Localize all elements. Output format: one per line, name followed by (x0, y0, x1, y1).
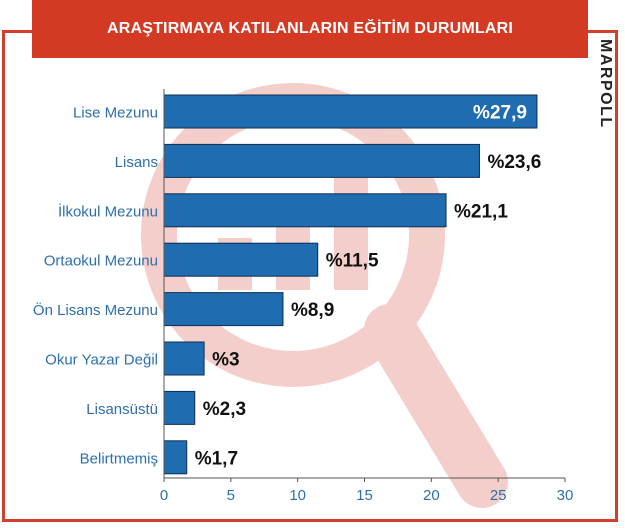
data-label: %8,9 (291, 300, 334, 321)
category-label: Okur Yazar Değil (45, 352, 158, 369)
svg-text:MARPOLL: MARPOLL (597, 39, 614, 129)
category-label: Ön Lisans Mezunu (33, 301, 158, 319)
category-label: İlkokul Mezunu (58, 202, 158, 220)
category-label: Lisansüstü (86, 401, 158, 418)
category-label: Ortaokul Mezunu (44, 253, 158, 270)
data-label: %3 (212, 350, 239, 371)
category-label: Lisans (115, 154, 158, 171)
bar (163, 242, 319, 277)
data-label: %1,7 (195, 448, 238, 469)
bar (163, 341, 205, 376)
bar (163, 94, 538, 129)
data-label: %21,1 (454, 201, 508, 222)
marpoll-logo: MARPOLL (597, 39, 614, 129)
x-tick-label: 0 (160, 487, 168, 504)
x-tick-label: 20 (423, 487, 440, 504)
x-tick-label: 15 (356, 487, 373, 504)
category-label: Lise Mezunu (73, 105, 158, 122)
x-tick-label: 25 (490, 487, 507, 504)
data-label: %23,6 (487, 152, 541, 173)
bar (163, 440, 188, 475)
bar (163, 292, 284, 327)
data-label: %2,3 (203, 399, 246, 420)
x-tick-label: 30 (557, 487, 574, 504)
bar (163, 143, 480, 178)
x-tick-label: 5 (227, 487, 235, 504)
data-label: %11,5 (326, 251, 379, 272)
category-label: Belirtmemiş (80, 450, 158, 467)
bar (163, 390, 196, 425)
chart-title: ARAŞTIRMAYA KATILANLARIN EĞİTİM DURUMLAR… (32, 0, 588, 58)
data-label: %27,9 (473, 103, 527, 124)
x-tick-label: 10 (289, 487, 306, 504)
bar (163, 193, 447, 228)
